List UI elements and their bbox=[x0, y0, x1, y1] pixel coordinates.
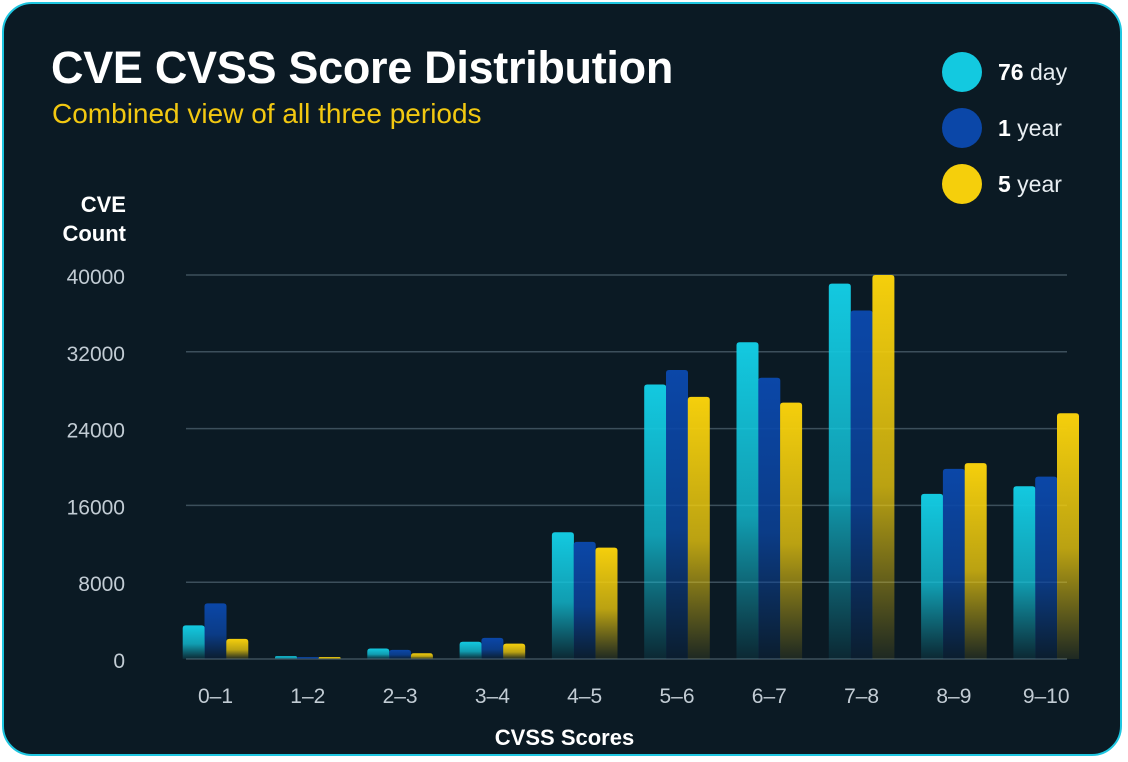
bar-5-year-8[interactable] bbox=[964, 463, 987, 659]
bar-1-year-1[interactable] bbox=[296, 657, 319, 659]
y-tick-label: 8000 bbox=[78, 573, 125, 596]
bar-76-day-0[interactable] bbox=[182, 625, 205, 659]
bar-5-year-5[interactable] bbox=[687, 396, 710, 659]
chart-subtitle: Combined view of all three periods bbox=[52, 98, 482, 129]
y-tick-label: 24000 bbox=[67, 420, 125, 443]
legend-label-76-day: 76 day bbox=[998, 58, 1068, 85]
bar-76-day-1[interactable] bbox=[275, 656, 297, 659]
x-tick-label: 9–10 bbox=[1023, 685, 1070, 708]
bar-5-year-6[interactable] bbox=[780, 402, 803, 659]
legend-item-76-day[interactable]: 76 day bbox=[942, 44, 1067, 100]
bar-1-year-3[interactable] bbox=[481, 637, 504, 659]
bar-5-year-9[interactable] bbox=[1057, 413, 1079, 659]
bar-1-year-9[interactable] bbox=[1035, 476, 1058, 659]
x-tick-label: 3–4 bbox=[475, 685, 510, 708]
bar-76-day-3[interactable] bbox=[459, 641, 482, 659]
legend-swatch-5-year bbox=[942, 164, 982, 204]
bar-5-year-7[interactable] bbox=[872, 275, 895, 659]
bar-76-day-2[interactable] bbox=[367, 648, 390, 659]
bar-1-year-6[interactable] bbox=[758, 377, 781, 659]
y-tick-label: 16000 bbox=[67, 496, 125, 519]
x-tick-label: 0–1 bbox=[198, 685, 233, 708]
y-axis-label: CVE Count bbox=[44, 190, 126, 248]
bar-1-year-4[interactable] bbox=[573, 541, 596, 659]
legend-item-1-year[interactable]: 1 year bbox=[942, 100, 1067, 156]
bar-5-year-4[interactable] bbox=[595, 547, 618, 659]
y-axis-label-line-1: CVE bbox=[80, 192, 126, 217]
x-tick-label: 8–9 bbox=[936, 685, 971, 708]
bar-1-year-0[interactable] bbox=[204, 603, 227, 659]
bar-5-year-1[interactable] bbox=[318, 657, 341, 659]
bar-76-day-4[interactable] bbox=[551, 532, 574, 659]
y-tick-label: 32000 bbox=[67, 343, 125, 366]
legend-swatch-1-year bbox=[942, 108, 982, 148]
bar-76-day-9[interactable] bbox=[1013, 486, 1036, 659]
bar-5-year-3[interactable] bbox=[503, 643, 526, 659]
bar-1-year-2[interactable] bbox=[389, 649, 412, 659]
x-tick-label: 4–5 bbox=[567, 685, 602, 708]
y-tick-label: 40000 bbox=[67, 266, 125, 289]
legend-swatch-76-day bbox=[942, 52, 982, 92]
bar-76-day-5[interactable] bbox=[644, 384, 667, 659]
x-tick-label: 7–8 bbox=[844, 685, 879, 708]
x-axis-label: CVSS Scores bbox=[495, 725, 634, 750]
bar-1-year-7[interactable] bbox=[850, 310, 873, 659]
bar-76-day-7[interactable] bbox=[828, 283, 851, 659]
chart-title: CVE CVSS Score Distribution bbox=[51, 42, 674, 93]
bar-plot: 0–1 1–2 2–3 3–4 4–5 5–6 6–7 7–8 8–9 9–10 40000 320… bbox=[67, 266, 1079, 750]
x-tick-label: 6–7 bbox=[752, 685, 787, 708]
x-tick-label: 2–3 bbox=[383, 685, 418, 708]
bar-76-day-8[interactable] bbox=[921, 493, 944, 659]
bar-5-year-2[interactable] bbox=[410, 653, 433, 659]
x-tick-label: 1–2 bbox=[290, 685, 325, 708]
y-tick-label: 0 bbox=[113, 650, 125, 673]
legend-label-1-year: 1 year bbox=[998, 114, 1062, 141]
legend: 76 day 1 year 5 year bbox=[942, 44, 1067, 212]
bar-1-year-5[interactable] bbox=[666, 370, 688, 659]
bar-5-year-0[interactable] bbox=[226, 638, 249, 659]
x-tick-label: 5–6 bbox=[659, 685, 694, 708]
legend-label-5-year: 5 year bbox=[998, 170, 1062, 197]
legend-item-5-year[interactable]: 5 year bbox=[942, 156, 1067, 212]
y-axis-label-line-2: Count bbox=[62, 221, 126, 246]
bar-1-year-8[interactable] bbox=[942, 468, 965, 659]
bar-76-day-6[interactable] bbox=[736, 342, 759, 659]
